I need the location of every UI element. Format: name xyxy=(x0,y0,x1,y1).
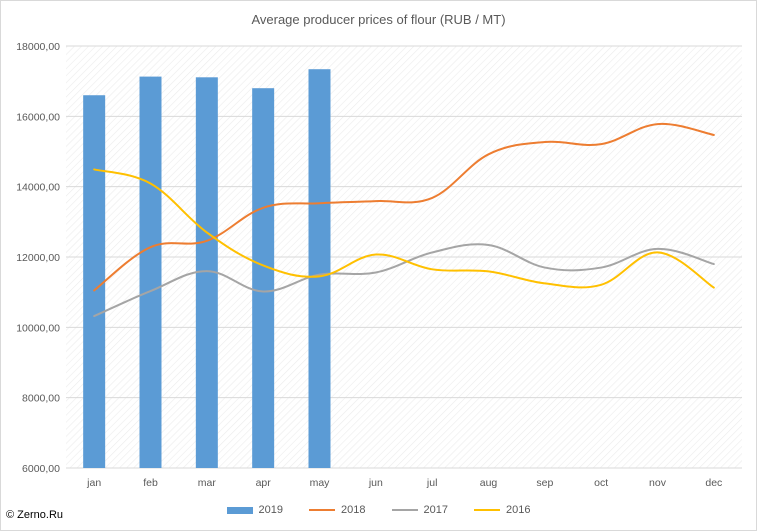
y-tick-label: 14000,00 xyxy=(16,182,60,194)
y-tick-label: 10000,00 xyxy=(16,322,60,334)
x-tick-label: oct xyxy=(594,477,608,489)
bar-2019 xyxy=(83,95,106,468)
x-tick-label: may xyxy=(310,477,331,489)
x-tick-label: aug xyxy=(480,477,498,489)
legend-item-2016: 2016 xyxy=(473,504,531,516)
legend-label: 2018 xyxy=(341,504,366,516)
x-tick-label: jun xyxy=(368,477,383,489)
x-tick-label: mar xyxy=(198,477,217,489)
legend-swatch xyxy=(309,509,336,511)
legend-item-2019: 2019 xyxy=(226,504,284,516)
bar-2019 xyxy=(252,88,275,468)
y-tick-label: 6000,00 xyxy=(22,463,60,475)
y-tick-label: 18000,00 xyxy=(16,41,60,53)
series-line-2017 xyxy=(93,243,715,318)
chart-title: Average producer prices of flour (RUB / … xyxy=(251,12,506,27)
series-line-2016 xyxy=(93,168,715,289)
legend-item-2017: 2017 xyxy=(391,504,448,516)
legend-label: 2019 xyxy=(258,504,284,516)
x-tick-label: jan xyxy=(86,477,101,489)
y-tick-label: 8000,00 xyxy=(22,393,60,405)
legend-item-2018: 2018 xyxy=(309,504,366,516)
x-tick-label: nov xyxy=(649,477,667,489)
bar-2019 xyxy=(139,76,162,468)
y-tick-label: 12000,00 xyxy=(16,252,60,264)
legend-swatch xyxy=(391,509,418,511)
bar-2019 xyxy=(308,69,331,469)
legend-label: 2016 xyxy=(505,504,531,516)
copyright-text: © Zerno.Ru xyxy=(6,509,64,521)
x-tick-label: sep xyxy=(536,477,553,489)
legend-label: 2017 xyxy=(423,504,448,516)
series-line-2018 xyxy=(93,122,715,292)
chart-legend: 2019 2018 2017 2016 xyxy=(0,504,757,516)
legend-swatch xyxy=(473,509,500,511)
x-tick-label: feb xyxy=(143,477,158,489)
legend-swatch xyxy=(226,506,253,514)
x-tick-label: jul xyxy=(426,477,438,489)
bar-2019 xyxy=(195,77,218,468)
x-tick-label: apr xyxy=(256,477,272,489)
x-tick-label: dec xyxy=(705,477,722,489)
y-tick-label: 16000,00 xyxy=(16,111,60,123)
